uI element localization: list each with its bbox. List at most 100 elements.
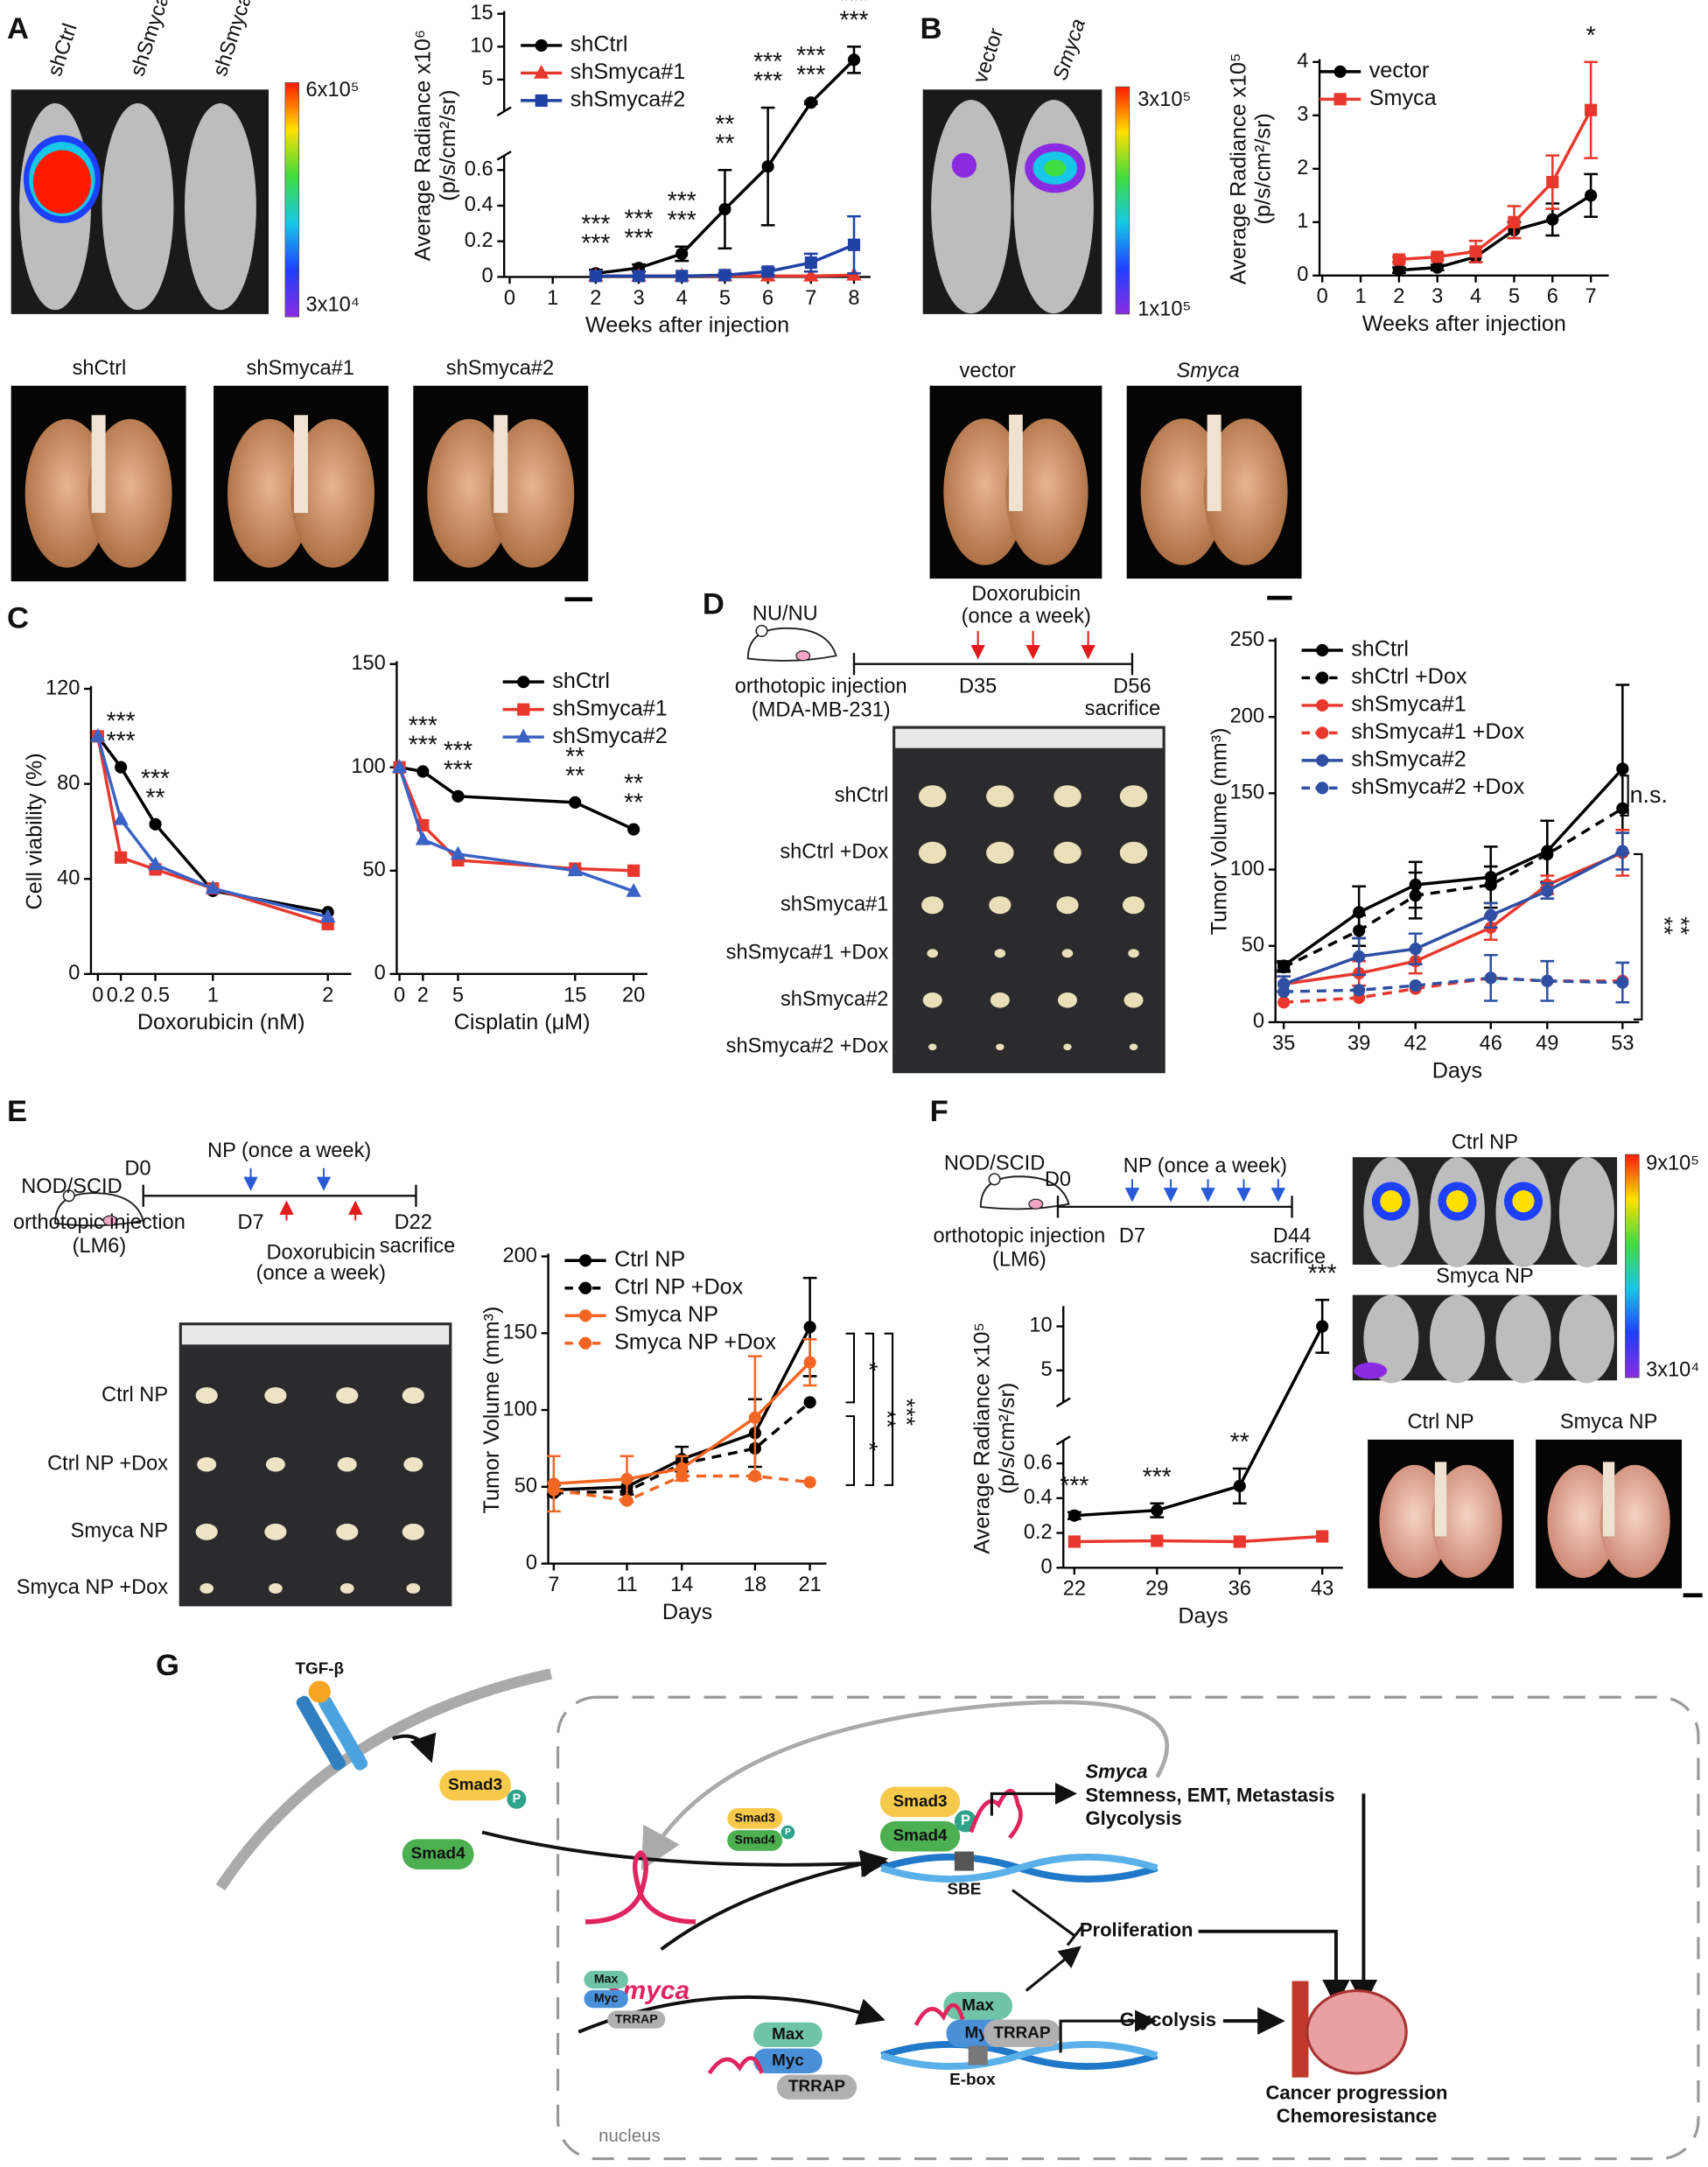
arrow xyxy=(481,1830,889,1877)
tumor xyxy=(990,992,1010,1008)
y-tick-label: 200 xyxy=(1230,705,1264,727)
lung-lobe xyxy=(427,418,512,568)
point xyxy=(1484,971,1497,985)
axis-break xyxy=(1055,1397,1071,1408)
y-tick-label: 4 xyxy=(1297,50,1308,73)
protein xyxy=(584,1989,628,2009)
dna xyxy=(880,1853,1158,1883)
x-axis-label: Days xyxy=(1432,1058,1482,1083)
point xyxy=(415,831,430,845)
tumor xyxy=(1124,992,1144,1008)
x-tick-label: 1 xyxy=(207,984,219,1006)
significance: *** xyxy=(581,210,610,238)
label: shCtrl xyxy=(73,357,127,380)
lung-lobe xyxy=(1432,1464,1502,1578)
series-line xyxy=(397,767,634,894)
x-tick-label: 39 xyxy=(1348,1032,1370,1055)
arrow xyxy=(660,1850,889,1951)
significance: *** xyxy=(444,737,472,765)
y-tick-label: 10 xyxy=(1029,1315,1052,1337)
point xyxy=(627,864,640,877)
significance: ** xyxy=(146,784,165,812)
significance: ** xyxy=(1668,916,1694,935)
legend-label: shSmyca#1 xyxy=(570,60,686,84)
lung-lobe xyxy=(228,418,312,568)
lung-lobe xyxy=(943,418,1026,565)
x-tick-label: 49 xyxy=(1536,1032,1558,1055)
label: TRRAP xyxy=(994,2023,1051,2042)
protein xyxy=(753,2022,822,2048)
significance: *** xyxy=(668,207,696,235)
x-axis-label: Days xyxy=(662,1600,712,1624)
y-tick-label: 0 xyxy=(526,1552,537,1574)
point xyxy=(620,1494,634,1507)
sbe-box xyxy=(954,1851,974,1871)
x-tick-label: 21 xyxy=(798,1574,821,1596)
label: Ctrl NP xyxy=(1452,1132,1518,1154)
tumor-mark xyxy=(795,650,811,662)
label: Smyca xyxy=(1049,16,1090,83)
trachea xyxy=(1207,414,1222,511)
point xyxy=(115,761,128,774)
y-axis-label: Average Radiance x10⁵ xyxy=(970,1322,995,1554)
series-line xyxy=(1283,768,1624,967)
point xyxy=(115,851,128,864)
arrow xyxy=(392,1732,437,1764)
label: Stemness, EMT, Metastasis xyxy=(1085,1784,1334,1806)
x-tick-label: 35 xyxy=(1272,1032,1295,1055)
x-tick-label: 7 xyxy=(805,287,816,310)
x-tick-label: 7 xyxy=(1586,285,1597,308)
significance: *** xyxy=(1308,1259,1337,1287)
significance: * xyxy=(857,1442,883,1451)
panel-label: D xyxy=(703,588,724,621)
point xyxy=(113,810,129,825)
signal xyxy=(1446,1189,1469,1213)
ligand xyxy=(308,1680,331,1703)
label: Smyca NP xyxy=(1560,1411,1658,1434)
series-line xyxy=(1283,850,1624,985)
y-tick-label: 80 xyxy=(57,772,80,795)
point xyxy=(1409,979,1422,992)
label: 1x10⁵ xyxy=(1138,298,1191,320)
point xyxy=(676,1469,689,1483)
tumor xyxy=(1054,841,1082,864)
point xyxy=(632,270,646,283)
tumor-mark xyxy=(1028,1198,1044,1210)
point xyxy=(147,856,164,871)
point xyxy=(1278,985,1291,999)
lung-lobe xyxy=(490,418,575,568)
label: D35 xyxy=(959,676,997,698)
tumor xyxy=(402,1523,424,1540)
y-tick-label: 0.6 xyxy=(465,158,494,181)
ruler xyxy=(895,728,1163,748)
y-axis-label: Tumor Volume (mm³) xyxy=(480,1307,504,1514)
tumor xyxy=(918,785,947,808)
label: D56 xyxy=(1113,676,1151,698)
point xyxy=(391,759,408,774)
arrow xyxy=(1059,2009,1158,2053)
legend-label: shSmyca#1 xyxy=(1351,692,1466,717)
label: Max xyxy=(962,1996,994,2015)
signal xyxy=(951,152,977,179)
trachea xyxy=(294,415,309,514)
x-tick-label: 36 xyxy=(1228,1578,1251,1601)
y-tick-label: 100 xyxy=(1230,858,1264,880)
point xyxy=(1409,889,1422,902)
tumor xyxy=(264,1387,287,1404)
label: Myc xyxy=(772,2051,804,2070)
protein xyxy=(727,1830,783,1851)
legend-marker xyxy=(517,703,530,716)
protein xyxy=(607,2010,666,2029)
point xyxy=(847,238,861,251)
point xyxy=(589,270,602,283)
significance: ** xyxy=(565,743,584,771)
tumor xyxy=(927,949,939,958)
colorbar xyxy=(1625,1154,1640,1378)
protein xyxy=(727,1807,783,1829)
label: shCtrl xyxy=(44,21,82,80)
x-tick-label: 11 xyxy=(616,1574,638,1596)
point xyxy=(748,1469,761,1483)
point xyxy=(1546,213,1559,226)
label: NOD/SCID xyxy=(21,1175,122,1198)
point xyxy=(1541,884,1554,898)
